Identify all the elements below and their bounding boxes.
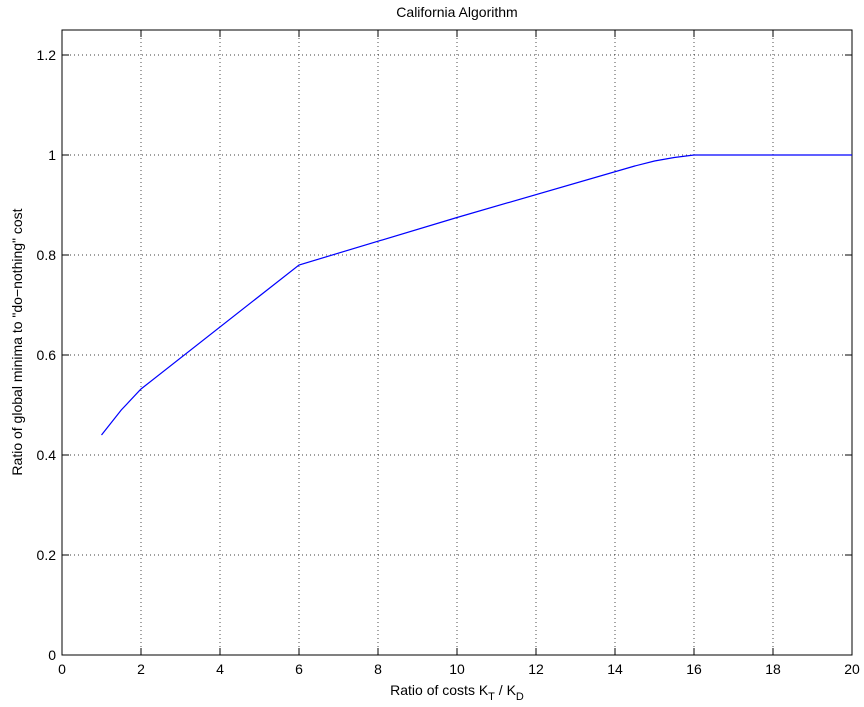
data-line <box>101 154 852 436</box>
y-axis-label: Ratio of global minima to "do−nothing" c… <box>9 208 25 475</box>
x-tick-label: 12 <box>528 661 544 677</box>
y-tick-label: 0 <box>48 647 56 663</box>
y-tick-label: 0.2 <box>37 547 57 563</box>
x-tick-label: 16 <box>686 661 702 677</box>
x-tick-label: 4 <box>216 661 224 677</box>
x-label-sub: T <box>488 691 495 703</box>
chart-title: California Algorithm <box>396 4 517 20</box>
y-tick-label: 0.4 <box>37 447 57 463</box>
x-axis-label: Ratio of costs KT / KD <box>390 682 524 703</box>
x-label-part: Ratio of costs K <box>390 682 489 698</box>
x-label-sub: D <box>516 691 524 703</box>
x-tick-label: 14 <box>607 661 623 677</box>
x-tick-label: 20 <box>844 661 860 677</box>
y-tick-label: 0.6 <box>37 347 57 363</box>
x-tick-label: 10 <box>449 661 465 677</box>
x-tick-label: 2 <box>137 661 145 677</box>
y-tick-label: 1.2 <box>37 47 57 63</box>
x-tick-label: 18 <box>765 661 781 677</box>
y-tick-label: 0.8 <box>37 247 57 263</box>
x-tick-label: 6 <box>295 661 303 677</box>
x-tick-label: 8 <box>374 661 382 677</box>
y-tick-label: 1 <box>48 147 56 163</box>
x-label-part: / K <box>495 682 517 698</box>
axes-box <box>61 29 853 656</box>
x-tick-label: 0 <box>58 661 66 677</box>
